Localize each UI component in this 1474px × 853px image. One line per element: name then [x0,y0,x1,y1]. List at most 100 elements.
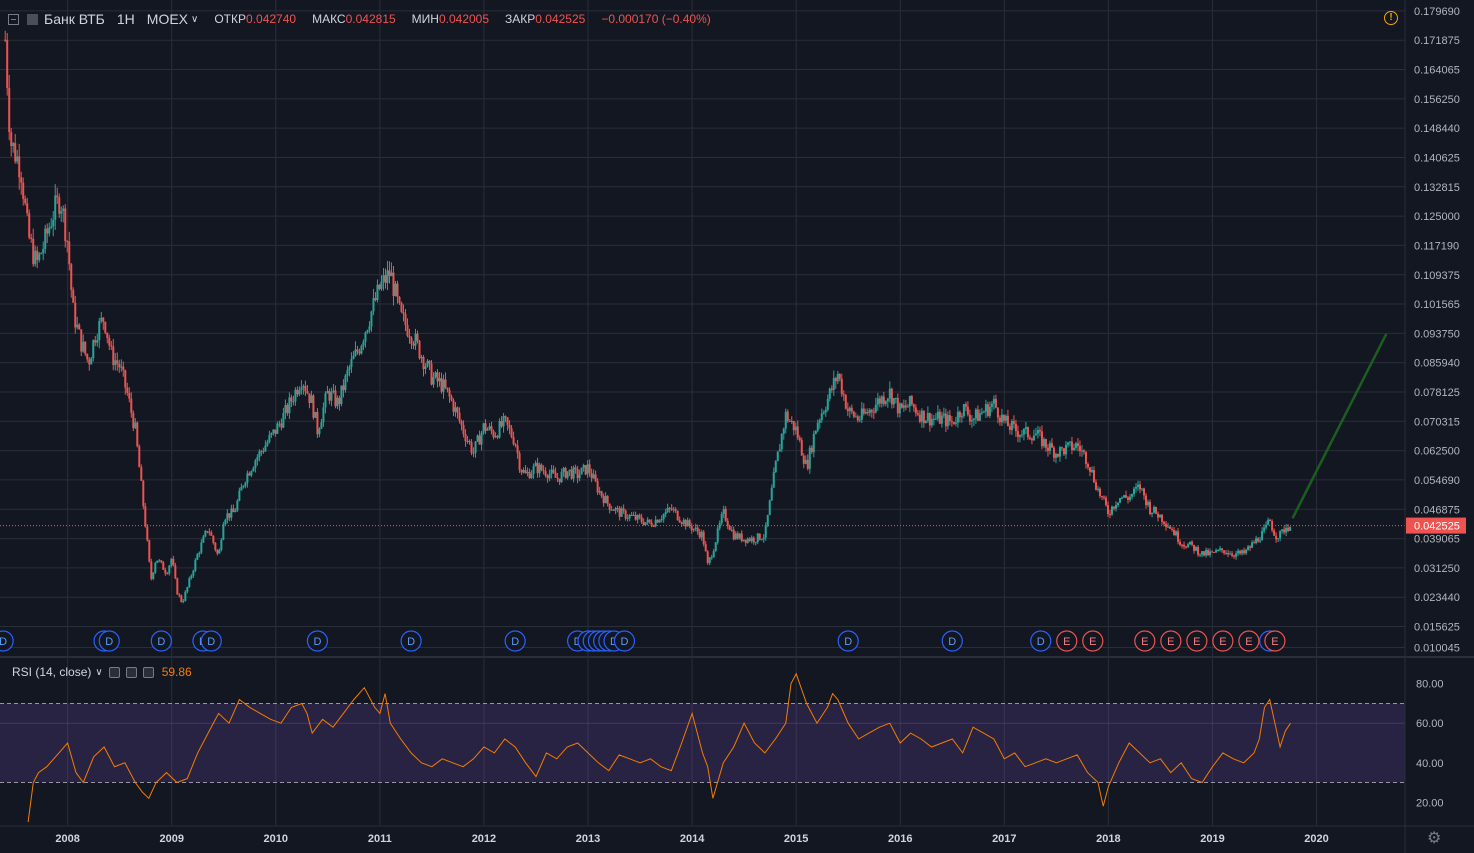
candle-body [834,378,837,382]
dividend-marker[interactable] [400,630,422,652]
price-tick-label: 0.085940 [1414,358,1460,370]
earnings-marker[interactable] [1186,630,1208,652]
rsi-tick-label: 60.00 [1416,718,1444,730]
earnings-marker[interactable] [1056,630,1078,652]
earnings-marker[interactable] [1160,630,1182,652]
candle-body [514,444,517,446]
time-axis[interactable]: 2008 2009 2010 2011 2012 2013 2014 2015 2016 2017… [55,833,1328,845]
price-tick-label: 0.046875 [1414,504,1460,516]
candle-body [102,317,105,322]
dividend-marker[interactable] [504,630,526,652]
candle-body [292,401,295,403]
candle-body [420,356,423,359]
candle-body [1042,439,1045,447]
dividend-marker[interactable] [98,630,120,652]
dividend-marker[interactable] [613,630,636,652]
candle-body [674,509,677,511]
chevron-down-icon[interactable]: ∨ [191,13,199,25]
dividend-marker[interactable] [941,630,963,652]
candle-body [1004,415,1007,421]
candle-body [754,542,757,544]
dividend-marker[interactable] [200,630,222,652]
candle-body [1002,414,1005,421]
event-markers[interactable]: DDDDDDDDDDDDDDDDDDDDDEEEEEEEE [0,630,1286,652]
dividend-marker[interactable] [0,630,14,652]
candle-body [532,466,535,474]
candle-body [468,440,471,443]
candle-body [1020,434,1023,436]
candle-body [130,398,133,413]
timeframe-label[interactable]: 1Н [116,11,135,27]
candle-body [1197,547,1200,555]
candle-body [1255,538,1258,544]
candle-body [60,211,63,214]
price-tick-label: 0.109375 [1414,270,1460,282]
earnings-marker[interactable] [1264,630,1286,652]
candle-body [112,346,115,366]
candle-body [1000,414,1003,423]
candle-body [304,386,307,392]
candle-body [980,412,983,414]
candle-body [482,423,485,433]
candle-body [1074,443,1077,448]
candle-body [384,275,387,283]
candle-body [408,335,411,338]
exchange-label[interactable]: MOEX [146,11,189,27]
rsi-axis[interactable]: 80.00 60.00 40.00 20.00 [1416,679,1444,810]
collapse-icon[interactable] [8,13,19,25]
gear-icon[interactable]: ⚙ [1427,830,1442,847]
earnings-marker[interactable] [1082,630,1104,652]
candle-body [106,332,109,339]
price-axis[interactable]: 0.179690 0.171875 0.164065 0.156250 0.148440… [1414,6,1460,655]
earnings-marker-label: E [1089,636,1096,648]
candle-body [202,536,205,543]
price-tick-label: 0.039065 [1414,534,1460,546]
candle-body [746,538,749,543]
dividend-marker[interactable] [837,630,859,652]
candle-body [1257,538,1260,542]
candle-body [372,298,375,312]
candle-body [826,398,829,410]
price-tick-label: 0.156250 [1414,94,1460,106]
candle-body [1108,513,1111,515]
candle-body [842,394,845,396]
symbol-name[interactable]: Банк ВТБ [44,11,105,27]
candle-body [30,237,33,239]
candle-body [728,525,731,531]
candle-body [606,495,609,504]
candle-body [764,525,767,538]
candle-body [200,542,203,553]
price-tick-label: 0.179690 [1414,6,1460,18]
price-tick-label: 0.070315 [1414,416,1460,428]
candle-body [892,398,895,405]
close-icon[interactable] [142,666,154,678]
candle-body [154,562,157,573]
candle-body [442,379,445,392]
earnings-marker[interactable] [1212,630,1234,652]
candle-body [604,495,607,504]
candle-body [666,507,669,512]
dividend-marker[interactable] [150,630,172,652]
earnings-marker[interactable] [1134,630,1156,652]
dividend-marker[interactable] [306,630,329,652]
rsi-name[interactable]: RSI (14, close) [12,665,92,679]
warning-icon[interactable]: ! [1384,11,1398,25]
candle-body [830,388,833,390]
price-tick-label: 0.148440 [1414,123,1460,135]
earnings-marker[interactable] [1238,630,1260,652]
candle-body [376,284,379,301]
dividend-marker[interactable] [1030,630,1052,652]
candle-body [1096,488,1099,490]
candle-body [660,518,663,521]
candle-body [1143,488,1146,496]
candle-body [350,359,353,368]
candle-body [1201,551,1204,555]
candle-body [616,508,619,510]
chevron-down-icon[interactable]: ∨ [95,666,103,678]
eye-icon[interactable] [108,666,120,678]
candle-body [64,208,67,242]
candle-body [568,469,571,472]
settings-icon[interactable] [125,666,137,678]
candle-body [818,420,821,423]
